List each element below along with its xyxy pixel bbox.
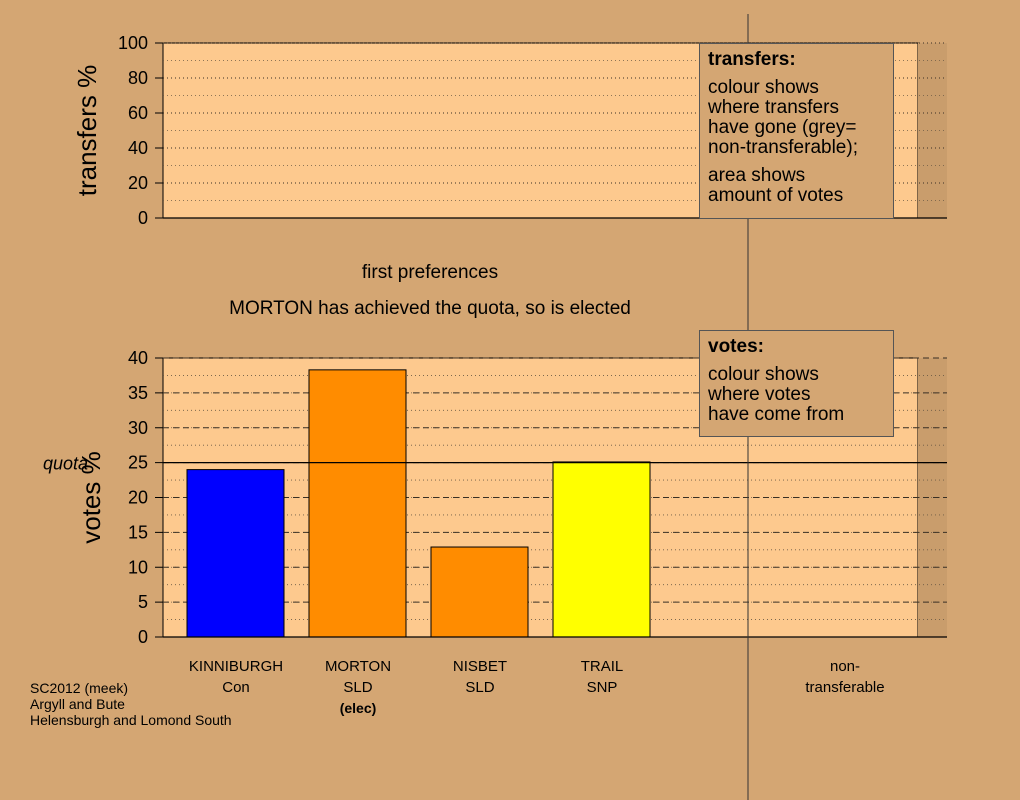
footer-line-2: Argyll and Bute — [30, 696, 125, 712]
transfers-tick-label: 20 — [128, 173, 148, 193]
transfers-legend-box: transfers: colour shows where transfers … — [699, 43, 894, 219]
footer-line-1: SC2012 (meek) — [30, 680, 129, 696]
votes-legend-text: colour shows where votes have come from — [708, 364, 845, 425]
transfers-tick-label: 0 — [138, 208, 148, 228]
candidate-label-nisbet: NISBET SLD — [410, 656, 550, 698]
votes-axis-title: votes % — [76, 451, 106, 544]
transfers-legend-title: transfers: — [708, 49, 796, 70]
nontransferable-line-2: transferable — [805, 679, 885, 696]
candidate-name: KINNIBURGH — [188, 658, 284, 675]
votes-tick-label: 10 — [128, 557, 148, 577]
candidate-status: (elec) — [339, 700, 377, 716]
transfers-legend-text-2: area shows amount of votes — [708, 165, 844, 206]
votes-plot-extension — [918, 358, 947, 637]
transfers-axis-title: transfers % — [72, 65, 102, 197]
candidate-party: Con — [222, 679, 250, 696]
candidate-party: SLD — [465, 679, 495, 696]
footer-line-3: Helensburgh and Lomond South — [30, 712, 232, 728]
candidate-name: MORTON — [324, 658, 392, 675]
nontransferable-label: non- transferable — [775, 656, 915, 698]
transfers-tick-label: 60 — [128, 103, 148, 123]
candidate-name: NISBET — [452, 658, 508, 675]
stage-message: MORTON has achieved the quota, so is ele… — [229, 298, 631, 319]
votes-tick-label: 25 — [128, 453, 148, 473]
transfers-tick-label: 80 — [128, 68, 148, 88]
votes-tick-label: 15 — [128, 522, 148, 542]
candidate-label-kinniburgh: KINNIBURGH Con — [166, 656, 306, 698]
footer-info: SC2012 (meek) Argyll and Bute Helensburg… — [30, 680, 232, 728]
bar-nisbet — [430, 546, 529, 638]
bar-kinniburgh — [186, 469, 285, 638]
candidate-party: SLD — [343, 679, 373, 696]
candidate-name: TRAIL — [580, 658, 624, 675]
transfers-tick-label: 100 — [118, 33, 148, 53]
candidate-label-morton: MORTON SLD (elec) — [288, 656, 428, 719]
bar-morton — [308, 369, 407, 638]
candidate-label-trail: TRAIL SNP — [532, 656, 672, 698]
votes-tick-label: 0 — [138, 627, 148, 647]
votes-tick-label: 35 — [128, 383, 148, 403]
transfers-plot-extension — [918, 43, 947, 218]
votes-legend-title: votes: — [708, 336, 764, 357]
stage-title: first preferences — [361, 262, 499, 283]
transfers-tick-label: 40 — [128, 138, 148, 158]
votes-legend-box: votes: colour shows where votes have com… — [699, 330, 894, 437]
votes-tick-label: 30 — [128, 418, 148, 438]
candidate-party: SNP — [586, 679, 618, 696]
quota-label: quota — [43, 454, 88, 474]
nontransferable-line-1: non- — [829, 658, 861, 675]
bar-trail — [552, 461, 651, 638]
votes-tick-label: 40 — [128, 348, 148, 368]
votes-tick-label: 5 — [138, 592, 148, 612]
transfers-legend-text-1: colour shows where transfers have gone (… — [708, 77, 858, 158]
votes-tick-label: 20 — [128, 488, 148, 508]
